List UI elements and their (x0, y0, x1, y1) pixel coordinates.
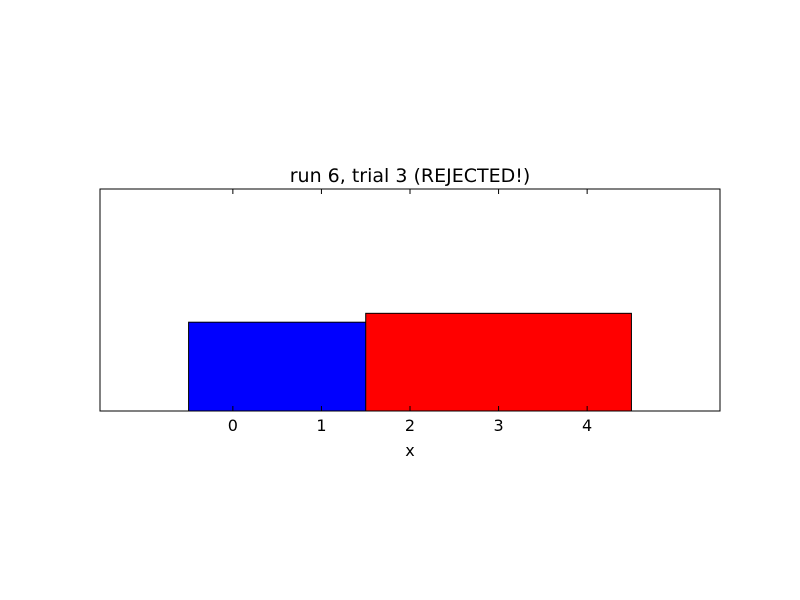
ticks-layer: 0 1 2 3 4 (228, 189, 592, 435)
x-tick-label-1: 1 (316, 416, 326, 435)
bar-1 (365, 312, 632, 412)
x-axis-label: x (405, 441, 414, 460)
x-tick-label-0: 0 (228, 416, 238, 435)
bars-layer (188, 312, 632, 412)
x-tick-label-2: 2 (405, 416, 415, 435)
chart-title: run 6, trial 3 (REJECTED!) (290, 165, 531, 187)
x-tick-label-4: 4 (582, 416, 592, 435)
x-tick-label-3: 3 (493, 416, 503, 435)
